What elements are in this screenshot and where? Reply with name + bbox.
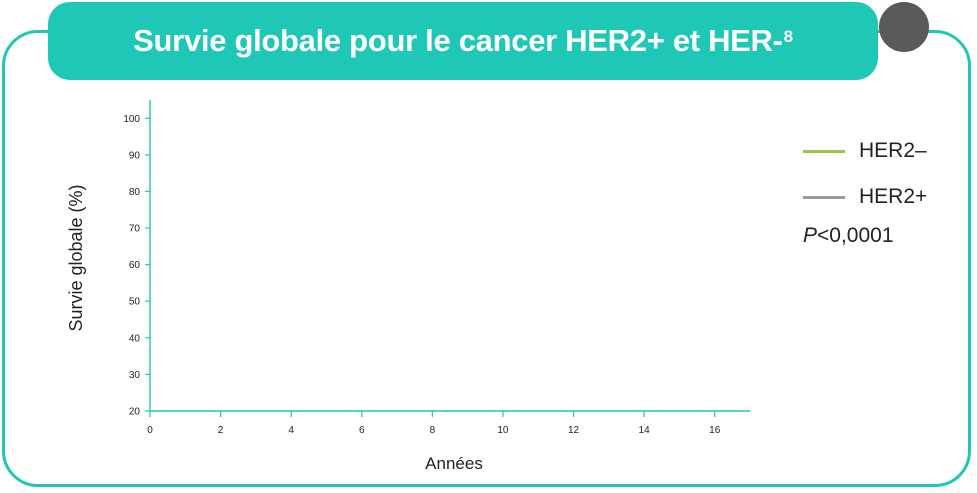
- legend: HER2– HER2+ P<0,0001: [803, 128, 927, 248]
- y-tick-label: 30: [129, 370, 141, 381]
- x-tick-label: 6: [359, 425, 365, 436]
- y-axis-label: Survie globale (%): [66, 184, 86, 331]
- y-tick-label: 40: [129, 333, 141, 344]
- legend-swatch-her2-pos: [803, 195, 845, 199]
- y-tick-label: 50: [129, 297, 141, 308]
- legend-item-her2-pos: HER2+: [803, 174, 927, 220]
- p-value: P<0,0001: [803, 224, 927, 248]
- x-tick-label: 12: [568, 425, 580, 436]
- x-tick-label: 0: [147, 425, 153, 436]
- x-tick-label: 14: [639, 425, 651, 436]
- y-tick-label: 90: [129, 150, 141, 161]
- legend-item-her2-neg: HER2–: [803, 128, 927, 174]
- x-axis-label: Années: [425, 454, 483, 473]
- x-tick-label: 10: [497, 425, 509, 436]
- legend-swatch-her2-neg: [803, 149, 845, 153]
- p-symbol: P: [803, 224, 818, 247]
- y-tick-label: 20: [129, 407, 141, 418]
- chart-title: Survie globale pour le cancer HER2+ et H…: [133, 23, 783, 58]
- y-tick-label: 100: [123, 114, 140, 125]
- x-tick-label: 4: [288, 425, 294, 436]
- legend-label-her2-pos: HER2+: [859, 185, 928, 208]
- y-tick-label: 60: [129, 260, 141, 271]
- y-tick-label: 70: [129, 224, 141, 235]
- p-value-text: <0,0001: [817, 224, 894, 247]
- y-tick-label: 80: [129, 187, 141, 198]
- title-footnote: 8: [783, 27, 793, 46]
- x-tick-label: 2: [218, 425, 224, 436]
- x-tick-label: 8: [430, 425, 436, 436]
- title-bar: Survie globale pour le cancer HER2+ et H…: [48, 2, 878, 80]
- corner-tab: [879, 2, 929, 52]
- legend-label-her2-neg: HER2–: [859, 139, 927, 162]
- x-tick-label: 16: [709, 425, 721, 436]
